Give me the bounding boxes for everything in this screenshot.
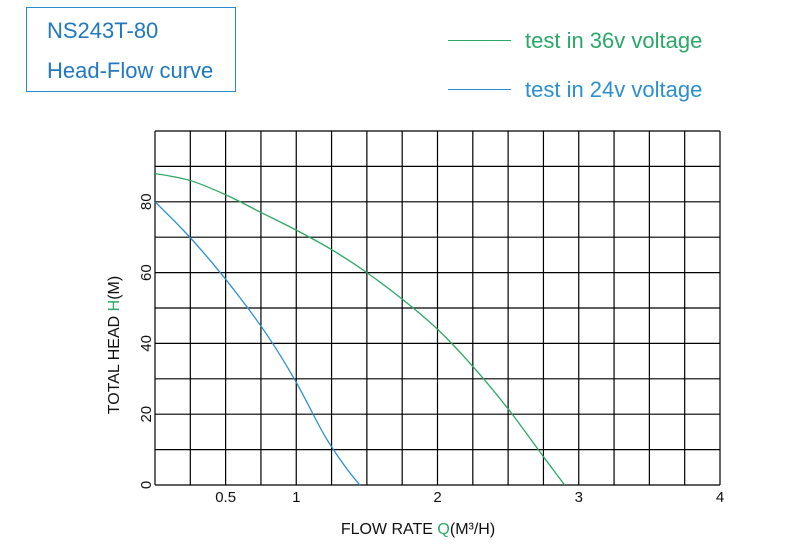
- grid: [154, 130, 721, 486]
- x-tick-label: 2: [433, 489, 441, 506]
- x-tick-label: 0.5: [215, 489, 236, 506]
- legend-label-36v: test in 36v voltage: [525, 28, 703, 53]
- y-tick-label: 40: [138, 335, 155, 352]
- x-tick-label: 3: [575, 489, 583, 506]
- legend-swatch-24v: [448, 89, 511, 90]
- y-axis-label-suffix: (M): [106, 276, 123, 300]
- x-axis-label-suffix: (M³/H): [450, 521, 495, 538]
- y-tick-label: 20: [138, 406, 155, 423]
- legend-label-24v: test in 24v voltage: [525, 77, 703, 102]
- legend-swatch-36v: [448, 40, 511, 41]
- curve-title: Head-Flow curve: [47, 58, 214, 83]
- y-tick-label: 60: [138, 264, 155, 281]
- x-axis-label-prefix: FLOW RATE: [341, 521, 438, 538]
- x-axis-label-symbol: Q: [437, 521, 449, 538]
- x-tick-label: 1: [292, 489, 300, 506]
- y-axis-label-symbol: H: [106, 300, 123, 312]
- model-title: NS243T-80: [47, 18, 159, 43]
- y-tick-label: 0: [138, 481, 155, 489]
- x-axis-label: FLOW RATE Q(M³/H): [341, 521, 495, 538]
- y-axis-label-prefix: TOTAL HEAD: [106, 311, 123, 414]
- series-line-24v: [154, 201, 361, 486]
- series-line-36v: [154, 172, 566, 486]
- x-tick-label: 4: [716, 489, 724, 506]
- y-tick-label: 80: [138, 193, 155, 210]
- chart-title-box: NS243T-80 Head-Flow curve: [26, 7, 236, 92]
- y-axis-label: TOTAL HEAD H(M): [106, 276, 123, 414]
- series-lines: [154, 172, 566, 486]
